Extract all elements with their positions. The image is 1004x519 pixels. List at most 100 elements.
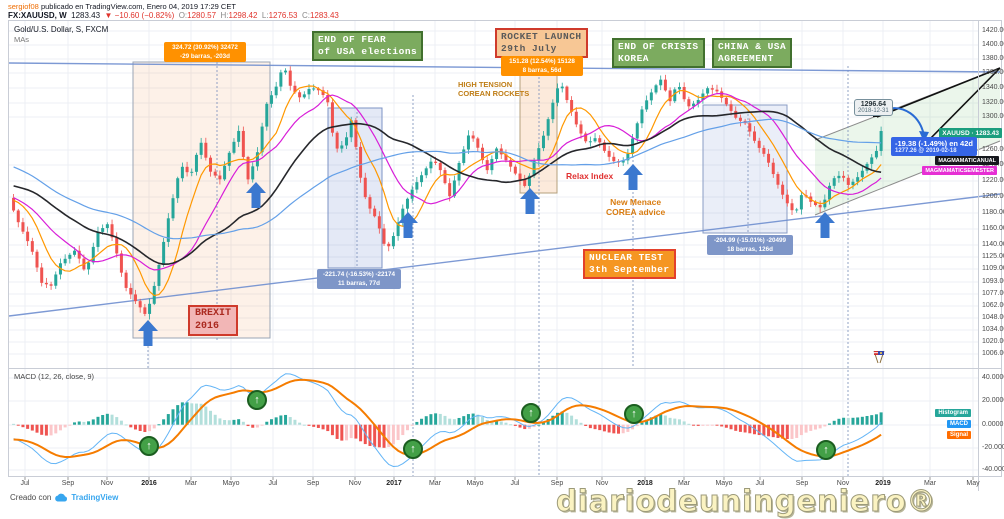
buy-signal-arrow[interactable] bbox=[520, 188, 540, 214]
macd-axis-tick: 40.0000 bbox=[982, 374, 1004, 381]
byline-username: sergiof08 bbox=[8, 2, 39, 11]
price-axis-tick: 1200.00 bbox=[982, 193, 1004, 200]
candles bbox=[12, 66, 883, 320]
time-axis-tick: Sep bbox=[795, 480, 809, 487]
time-axis-tick: Mar bbox=[184, 480, 198, 487]
open-label: O: bbox=[178, 11, 188, 20]
buy-signal-arrow[interactable] bbox=[815, 212, 835, 238]
annotation-high-tension[interactable]: HIGH TENSION COREAN ROCKETS bbox=[458, 80, 530, 98]
annotation-new-menace[interactable]: New Menace COREA advice bbox=[606, 197, 666, 218]
macd-macd-pill: MACD bbox=[947, 420, 971, 428]
time-axis-tick: Jul bbox=[20, 480, 30, 487]
measure-label-fall-2018[interactable]: -204.99 (-15.01%) -20499 18 barras, 126d bbox=[707, 235, 793, 256]
price-axis-tick: 1140.00 bbox=[982, 241, 1004, 248]
time-axis-tick: Nov bbox=[836, 480, 850, 487]
high-label: H: bbox=[220, 11, 229, 20]
price-axis-tick: 1020.00 bbox=[982, 338, 1004, 345]
macd-histogram-pill: Histogram bbox=[935, 409, 971, 417]
annotation-china-usa-agreement[interactable]: CHINA & USA AGREEMENT bbox=[712, 38, 793, 68]
macd-buy-arrow[interactable]: ↑ bbox=[521, 403, 541, 423]
byline: sergiof08 publicado en TradingView.com, … bbox=[8, 2, 236, 11]
buy-signal-arrow[interactable] bbox=[398, 212, 418, 238]
annotation-nuclear-test[interactable]: NUCLEAR TEST 3th September bbox=[583, 249, 676, 279]
close-value: 1283.43 bbox=[309, 11, 339, 20]
chart-legend-title[interactable]: Gold/U.S. Dollar, S, FXCM bbox=[14, 25, 109, 34]
time-axis-tick: Mar bbox=[428, 480, 442, 487]
time-axis-tick: Mar bbox=[923, 480, 937, 487]
time-axis-tick: Sep bbox=[550, 480, 564, 487]
macd-buy-arrow[interactable]: ↑ bbox=[816, 440, 836, 460]
macd-legend[interactable]: MACD (12, 26, close, 9) bbox=[14, 372, 95, 381]
footer-created-label: Creado con bbox=[10, 493, 52, 502]
macd-axis-tick: -20.0000 bbox=[982, 444, 1004, 451]
tooltip-date: 2018-12-31 bbox=[858, 108, 889, 114]
time-axis-tick: 2017 bbox=[386, 480, 402, 487]
price-axis-tick: 1380.00 bbox=[982, 55, 1004, 62]
time-axis-tick: Sep bbox=[61, 480, 75, 487]
watermark: diariodeuningeniero® bbox=[556, 484, 937, 519]
time-axis-tick: Sep bbox=[306, 480, 320, 487]
price-axis-tick: 1360.00 bbox=[982, 69, 1004, 76]
macd-buy-arrow[interactable]: ↑ bbox=[624, 404, 644, 424]
price-change: ▼ −10.60 (−0.82%) bbox=[104, 11, 175, 20]
price-axis-tick: 1006.00 bbox=[982, 350, 1004, 357]
price-axis-tick: 1320.00 bbox=[982, 99, 1004, 106]
macd-buy-arrow[interactable]: ↑ bbox=[139, 436, 159, 456]
price-axis-tick: 1340.00 bbox=[982, 84, 1004, 91]
high-value: 1298.42 bbox=[228, 11, 258, 20]
forecast-callout[interactable]: -19.38 (-1.49%) en 42d 1277.26 @ 2019-02… bbox=[891, 137, 977, 156]
macd-axis-tick: 20.0000 bbox=[982, 397, 1004, 404]
price-axis-tick: 1048.00 bbox=[982, 314, 1004, 321]
buy-signal-arrow[interactable] bbox=[246, 182, 266, 208]
chart-legend-indicator[interactable]: MAs bbox=[14, 35, 29, 44]
time-axis-tick: Jul bbox=[268, 480, 278, 487]
price-axis-tick: 1034.00 bbox=[982, 326, 1004, 333]
measure-label-fall-2016[interactable]: -221.74 (-16.53%) -22174 11 barras, 77d bbox=[317, 269, 401, 290]
time-axis-tick: Nov bbox=[595, 480, 609, 487]
open-value: 1280.57 bbox=[187, 11, 217, 20]
time-axis-tick: 2019 bbox=[875, 480, 891, 487]
buy-signal-arrow[interactable] bbox=[623, 164, 643, 190]
tooltip-price: 1296.64 bbox=[860, 101, 886, 108]
macd-axis-tick: 0.0000 bbox=[982, 421, 1004, 428]
forecast-target: 1277.26 @ 2019-02-18 bbox=[895, 148, 957, 154]
time-axis-tick: Nov bbox=[348, 480, 362, 487]
time-axis-tick: Mayo bbox=[466, 480, 484, 487]
price-axis-tick: 1093.00 bbox=[982, 278, 1004, 285]
time-axis-tick: Jul bbox=[755, 480, 765, 487]
price-axis-tick: 1400.00 bbox=[982, 41, 1004, 48]
macd-buy-arrow[interactable]: ↑ bbox=[403, 439, 423, 459]
price-axis-tick: 1260.00 bbox=[982, 146, 1004, 153]
annotation-brexit-2016[interactable]: BREXIT 2016 bbox=[188, 305, 239, 336]
measure-label-rise-2017[interactable]: 151.28 (12.54%) 15128 8 barras, 56d bbox=[501, 56, 583, 77]
time-axis-tick: May bbox=[966, 480, 980, 487]
price-axis-tick: 1420.00 bbox=[982, 27, 1004, 34]
price-axis-tick: 1109.00 bbox=[982, 265, 1004, 272]
tradingview-cloud-icon bbox=[55, 493, 68, 502]
price-axis-tick: 1300.00 bbox=[982, 113, 1004, 120]
annotation-rocket-launch[interactable]: ROCKET LAUNCH 29th July bbox=[495, 28, 588, 58]
measure-label-rise-2016[interactable]: 324.72 (30.92%) 32472 -29 barras, -203d bbox=[164, 42, 246, 63]
macd-buy-arrow[interactable]: ↑ bbox=[247, 390, 267, 410]
macd-signal-pill: Signal bbox=[946, 431, 971, 439]
time-axis-tick: 2018 bbox=[637, 480, 653, 487]
price-point-tooltip[interactable]: 1296.64 2018-12-31 bbox=[854, 99, 893, 116]
symbol-name: FX:XAUUSD, W bbox=[8, 11, 67, 20]
price-axis-tick: 1220.00 bbox=[982, 177, 1004, 184]
low-label: L: bbox=[261, 11, 269, 20]
buy-signal-arrow[interactable] bbox=[138, 320, 158, 346]
last-price: 1283.43 bbox=[71, 11, 101, 20]
close-label: C: bbox=[301, 11, 310, 20]
forecast-change: -19.38 (-1.49%) en 42d bbox=[895, 139, 973, 148]
annotation-end-of-crisis-korea[interactable]: END OF CRISIS KOREA bbox=[612, 38, 705, 68]
price-axis-tick: 1077.00 bbox=[982, 290, 1004, 297]
annotation-relax-index[interactable]: Relax Index bbox=[566, 171, 614, 181]
ma-semester-pill: MAGMAMATICSEMESTER bbox=[922, 166, 997, 175]
tradingview-link[interactable]: TradingView bbox=[71, 493, 119, 502]
crossed-flags-icon[interactable] bbox=[870, 350, 888, 364]
annotation-end-of-fear[interactable]: END OF FEAR of USA elections bbox=[312, 31, 424, 61]
time-axis-tick: Jul bbox=[510, 480, 520, 487]
macd-axis-tick: -40.0000 bbox=[982, 466, 1004, 473]
